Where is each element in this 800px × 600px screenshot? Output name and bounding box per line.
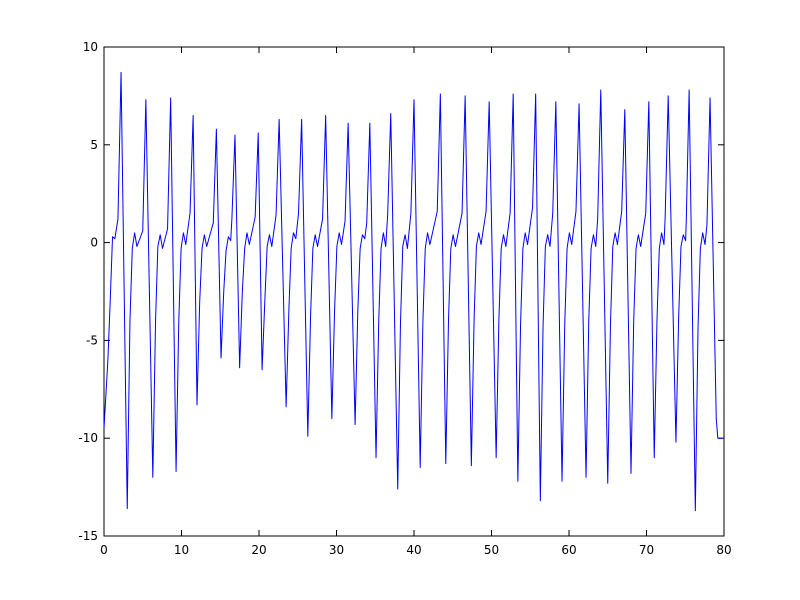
x-tick-label: 10 [174,543,189,557]
y-tick-label: 10 [83,40,98,54]
x-tick-label: 20 [251,543,266,557]
x-tick-label: 60 [561,543,576,557]
signal-line [103,71,723,512]
y-tick-label: -5 [86,333,98,347]
x-tick-label: 70 [639,543,654,557]
x-tick-label: 40 [406,543,421,557]
y-tick-label: -15 [78,529,98,543]
y-tick-label: -10 [78,431,98,445]
y-tick-label: 5 [90,138,98,152]
x-tick-label: 80 [716,543,731,557]
x-tick-label: 30 [329,543,344,557]
y-tick-label: 0 [90,236,98,250]
x-tick-label: 0 [100,543,108,557]
x-tick-label: 50 [484,543,499,557]
